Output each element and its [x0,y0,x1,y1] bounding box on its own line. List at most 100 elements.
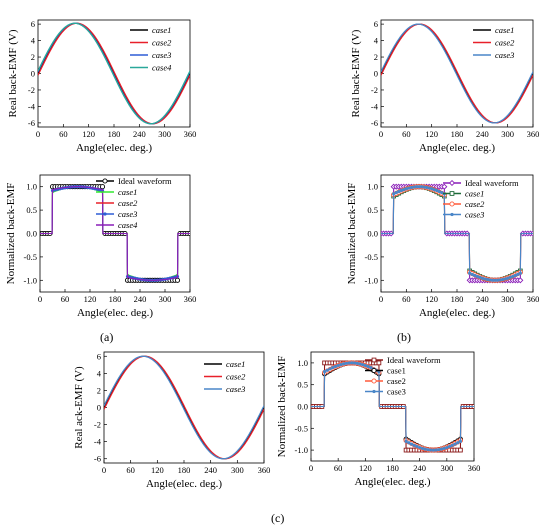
series-3-marker-54 [333,364,338,369]
series-3-marker-66 [407,186,411,190]
y-axis-label: Normalized back-EMF [5,183,17,285]
series-3-marker-216 [470,272,474,276]
series-3-marker-252 [485,277,489,282]
series-3-marker-294 [442,446,446,451]
x-axis-label: Angle(elec. deg.) [419,307,495,319]
series-3-marker-96 [419,185,424,189]
legend: case1 case2 case3 case4 [130,25,172,73]
series-3-marker-210 [468,271,472,275]
x-axis-label: Angle(elec. deg.) [76,142,152,154]
y-tick-label: -1.0 [24,275,37,285]
series-line-2 [381,23,533,124]
y-tick-label: 0.0 [26,229,37,239]
x-tick-label: 60 [334,463,343,473]
series-group [38,22,190,125]
y-axis-label: Normalized back-EMF [276,356,288,458]
x-tick-label: 360 [184,129,197,139]
series-3-marker-54 [402,187,406,192]
x-tick-label: 240 [134,294,147,304]
legend-label-0: Ideal waveform [118,176,172,186]
x-tick-label: 120 [82,129,95,139]
series-3-marker-264 [490,278,495,282]
legend-3-marker-0 [103,212,107,216]
series-line-1 [104,355,264,460]
x-tick-label: 360 [527,294,540,304]
x-tick-label: 180 [178,465,191,475]
x-tick-label: 360 [184,294,197,304]
series-3-marker-330 [458,439,463,443]
series-group [104,355,264,460]
x-tick-label: 120 [359,463,372,473]
series-3-marker-324 [456,441,460,445]
series-3-marker-114 [427,186,431,190]
series-3-marker-36 [325,368,329,372]
legend-label-1: case2 [226,372,246,382]
series-3-marker-300 [445,445,449,450]
series-3-marker-90 [350,361,354,365]
series-0-marker-150 [99,184,106,190]
y-tick-label: 6 [31,19,35,29]
legend-label-0: case1 [152,25,171,35]
series-3-marker-240 [418,445,422,450]
series-3-marker-60 [404,187,408,191]
x-axis-label: Angle(elec. deg.) [146,478,222,490]
series-3-marker-30 [322,370,327,374]
legend-label-2: case3 [152,50,171,60]
x-tick-label: 120 [425,129,438,139]
legend-label-3: case3 [387,387,406,397]
series-0-marker-150 [376,360,382,366]
series-3-marker-144 [440,191,444,195]
legend: case1 case2 case3 [473,25,515,60]
legend-label-2: case2 [118,198,138,208]
series-group [381,23,533,124]
y-tick-label: 2 [31,52,35,62]
series-3-marker-330 [518,271,522,275]
series-3-marker-276 [495,278,500,282]
series-3-marker-276 [434,448,438,452]
y-tick-label: 1.0 [367,182,378,192]
y-tick-label: 2 [97,385,101,395]
x-tick-label: 0 [379,129,383,139]
series-0-marker-150 [441,183,448,190]
series-3-marker-216 [407,441,411,445]
x-tick-label: 240 [133,129,146,139]
chart-a-emf: 0 60 120 180 240 300 360 -6 -4 -2 0 2 4 6 Angle(elec. … [7,19,196,154]
series-3-marker-132 [369,366,373,370]
x-tick-label: 300 [231,465,244,475]
y-tick-label: 4 [31,36,36,46]
x-tick-label: 300 [158,129,171,139]
x-tick-label: 120 [151,465,164,475]
series-line-2 [104,355,264,460]
y-tick-label: -0.5 [295,423,308,433]
legend-2-marker-0 [371,378,377,384]
y-tick-label: 4 [374,36,379,46]
series-3-marker-318 [453,442,457,446]
y-tick-label: 0 [374,69,378,79]
series-line-1 [381,23,533,124]
y-tick-label: -0.5 [24,252,37,262]
x-tick-label: 360 [468,463,481,473]
series-3-marker-222 [473,273,477,278]
y-tick-label: -2 [371,85,378,95]
legend-label-0: case1 [226,359,245,369]
x-tick-label: 240 [476,129,489,139]
series-3-marker-78 [344,361,348,365]
series-line-1 [38,22,190,125]
legend-label-1: case2 [152,38,172,48]
series-3-marker-270 [493,278,497,282]
series-3-marker-300 [506,276,510,280]
x-tick-label: 120 [425,294,438,304]
legend-label-4: case4 [118,220,138,230]
series-3-marker-114 [361,362,365,367]
series-3-marker-282 [437,448,441,452]
series-3-marker-312 [450,443,454,447]
x-tick-label: 0 [102,465,106,475]
y-tick-label: 0.5 [26,205,37,215]
series-3-marker-36 [394,191,398,195]
legend: case1 case2 case3 [204,359,246,394]
legend-label-0: Ideal waveform [387,355,441,365]
series-3-marker-42 [328,367,332,371]
x-tick-label: 60 [59,129,68,139]
legend-label-2: case3 [495,50,514,60]
